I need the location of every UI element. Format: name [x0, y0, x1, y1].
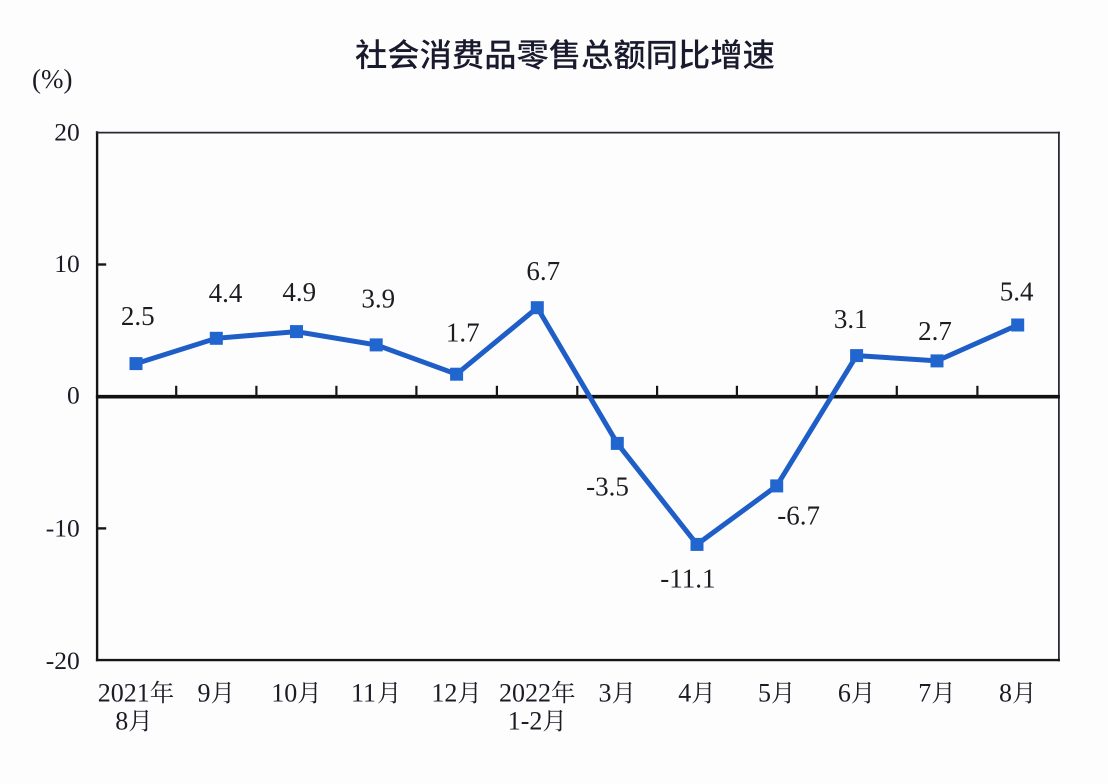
svg-text:3.1: 3.1	[834, 304, 868, 334]
svg-text:9: 9	[198, 679, 211, 708]
svg-text:-6.7: -6.7	[777, 501, 820, 531]
svg-text:-20: -20	[46, 646, 80, 675]
svg-text:4.9: 4.9	[282, 277, 316, 307]
svg-text:7: 7	[918, 679, 931, 708]
svg-text:0: 0	[67, 380, 80, 409]
svg-text:5: 5	[758, 679, 771, 708]
svg-text:10: 10	[271, 679, 297, 708]
svg-text:1-2: 1-2	[508, 707, 543, 736]
svg-text:3: 3	[599, 679, 612, 708]
svg-text:-11.1: -11.1	[660, 564, 715, 594]
svg-text:2.7: 2.7	[918, 316, 952, 346]
svg-text:4: 4	[678, 679, 691, 708]
svg-text:6: 6	[838, 679, 851, 708]
svg-text:20: 20	[54, 117, 80, 146]
svg-text:11: 11	[351, 679, 376, 708]
svg-text:2022: 2022	[499, 679, 551, 708]
svg-text:10: 10	[54, 249, 80, 278]
svg-text:1.7: 1.7	[446, 318, 480, 348]
svg-text:12: 12	[431, 679, 457, 708]
svg-text:3.9: 3.9	[361, 283, 395, 313]
svg-text:5.4: 5.4	[1000, 277, 1034, 307]
svg-text:8: 8	[115, 707, 128, 736]
svg-text:2021: 2021	[98, 679, 150, 708]
svg-text:-3.5: -3.5	[586, 472, 629, 502]
svg-text:6.7: 6.7	[526, 256, 560, 286]
svg-text:4.4: 4.4	[209, 278, 243, 308]
svg-text:-10: -10	[46, 513, 80, 542]
svg-text:8: 8	[999, 679, 1012, 708]
svg-text:(%): (%)	[32, 64, 72, 94]
svg-text:2.5: 2.5	[121, 301, 155, 331]
